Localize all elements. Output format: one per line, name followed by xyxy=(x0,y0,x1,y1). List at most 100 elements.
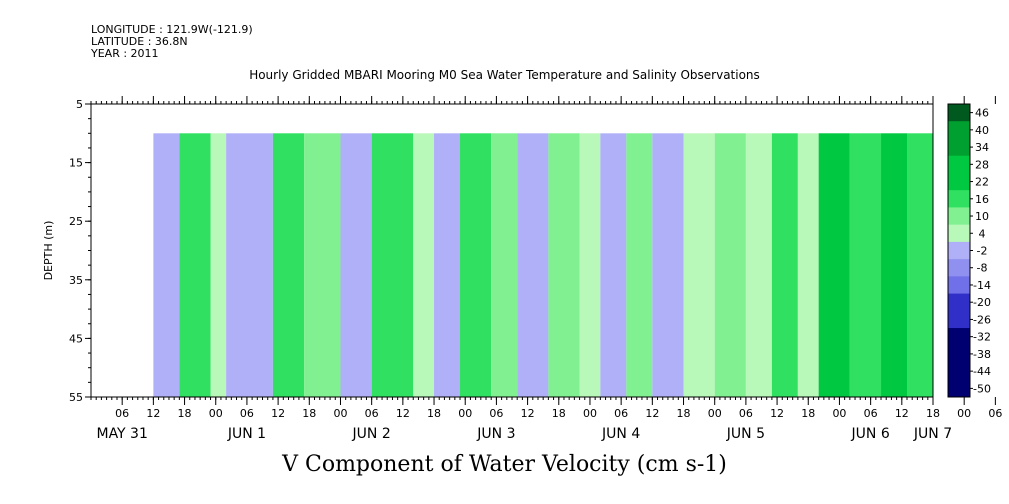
x-tick-label: 00 xyxy=(333,407,347,420)
plot-title: Hourly Gridded MBARI Mooring M0 Sea Wate… xyxy=(249,68,760,82)
data-band xyxy=(153,133,180,398)
x-tick-label: 00 xyxy=(957,407,971,420)
data-band xyxy=(304,133,341,398)
data-band xyxy=(434,133,461,398)
x-date-label: JUN 1 xyxy=(227,426,266,442)
colorbar-label: -14 xyxy=(973,279,991,292)
latitude-label: LATITUDE : 36.8N xyxy=(91,35,188,48)
data-band xyxy=(683,133,715,398)
data-band xyxy=(626,133,653,398)
x-tick-label: 06 xyxy=(115,407,129,420)
main-title: V Component of Water Velocity (cm s-1) xyxy=(282,452,727,477)
data-band xyxy=(652,133,684,398)
colorbar-cell xyxy=(948,276,970,295)
x-date-label: JUN 7 xyxy=(913,426,952,442)
x-tick-label: 12 xyxy=(521,407,535,420)
y-tick-label: 35 xyxy=(69,274,83,287)
y-tick-label: 15 xyxy=(69,157,83,170)
x-date-label: JUN 4 xyxy=(601,426,640,442)
x-tick-label: 18 xyxy=(427,407,441,420)
x-tick-label: 06 xyxy=(240,407,254,420)
x-tick-label: 18 xyxy=(178,407,192,420)
y-tick-label: 5 xyxy=(76,98,83,111)
x-tick-label: 12 xyxy=(396,407,410,420)
data-band xyxy=(818,133,850,398)
x-tick-label: 18 xyxy=(677,407,691,420)
colorbar-cell xyxy=(948,121,970,139)
colorbar-label: 16 xyxy=(975,193,989,206)
x-tick-label: 06 xyxy=(489,407,503,420)
data-band xyxy=(210,133,227,398)
colorbar-label: 46 xyxy=(975,107,989,120)
x-tick-label: 06 xyxy=(864,407,878,420)
x-tick-label: 00 xyxy=(209,407,223,420)
x-tick-label: 12 xyxy=(271,407,285,420)
data-band xyxy=(460,133,492,398)
data-band xyxy=(272,133,305,398)
colorbar-label: 22 xyxy=(975,176,989,189)
data-band xyxy=(745,133,772,398)
data-band xyxy=(179,133,211,398)
x-date-label: JUN 6 xyxy=(851,426,890,442)
data-band xyxy=(771,133,798,398)
data-band xyxy=(714,133,746,398)
colorbar-label: -32 xyxy=(973,331,991,344)
x-tick-label: 18 xyxy=(302,407,316,420)
x-tick-label: 06 xyxy=(614,407,628,420)
colorbar-cell xyxy=(948,138,970,157)
colorbar-label: -38 xyxy=(973,348,991,361)
data-band xyxy=(881,133,908,398)
y-tick-label: 25 xyxy=(69,215,83,228)
longitude-label: LONGITUDE : 121.9W(-121.9) xyxy=(91,23,253,36)
data-band xyxy=(579,133,601,398)
colorbar-label: -50 xyxy=(973,382,991,395)
x-tick-label: 06 xyxy=(988,407,1002,420)
x-tick-label: 18 xyxy=(926,407,940,420)
colorbar-cell xyxy=(948,310,970,329)
x-date-label: JUN 3 xyxy=(476,426,515,442)
colorbar-cell xyxy=(948,172,970,191)
colorbar-label: 10 xyxy=(975,210,989,223)
colorbar-cell xyxy=(948,259,970,277)
data-band xyxy=(226,133,273,398)
colorbar-label: 28 xyxy=(975,158,989,171)
colorbar-cell xyxy=(948,104,970,122)
colorbar-label: -2 xyxy=(977,245,988,258)
data-band xyxy=(491,133,518,398)
x-date-label: JUN 2 xyxy=(352,426,391,442)
colorbar-label: 34 xyxy=(975,141,989,154)
x-tick-label: 06 xyxy=(365,407,379,420)
x-tick-label: 12 xyxy=(645,407,659,420)
colorbar-label: -44 xyxy=(973,365,991,378)
data-band xyxy=(849,133,882,398)
data-band xyxy=(340,133,372,398)
year-label: YEAR : 2011 xyxy=(91,47,159,60)
x-tick-label: 00 xyxy=(832,407,846,420)
x-date-label: MAY 31 xyxy=(96,426,147,442)
y-tick-label: 45 xyxy=(69,332,83,345)
y-tick-label: 55 xyxy=(69,391,83,404)
x-tick-label: 12 xyxy=(895,407,909,420)
x-tick-label: 00 xyxy=(458,407,472,420)
x-tick-label: 00 xyxy=(708,407,722,420)
colorbar-cell xyxy=(948,241,970,260)
colorbar-label: -26 xyxy=(973,313,991,326)
colorbar-cell xyxy=(948,207,970,226)
colorbar-label: 4 xyxy=(979,227,986,240)
colorbar-label: -20 xyxy=(973,296,991,309)
data-band xyxy=(517,133,549,398)
data-band xyxy=(907,133,933,398)
x-tick-label: 00 xyxy=(583,407,597,420)
x-tick-label: 12 xyxy=(770,407,784,420)
colorbar-cell xyxy=(948,379,970,398)
data-band xyxy=(371,133,414,398)
colorbar-cell xyxy=(948,155,970,174)
data-band xyxy=(797,133,819,398)
colorbar-cell xyxy=(948,328,970,346)
x-tick-label: 12 xyxy=(146,407,160,420)
y-axis-label: DEPTH (m) xyxy=(42,221,55,281)
x-tick-label: 18 xyxy=(801,407,815,420)
x-tick-label: 06 xyxy=(739,407,753,420)
colorbar-cell xyxy=(948,293,970,312)
